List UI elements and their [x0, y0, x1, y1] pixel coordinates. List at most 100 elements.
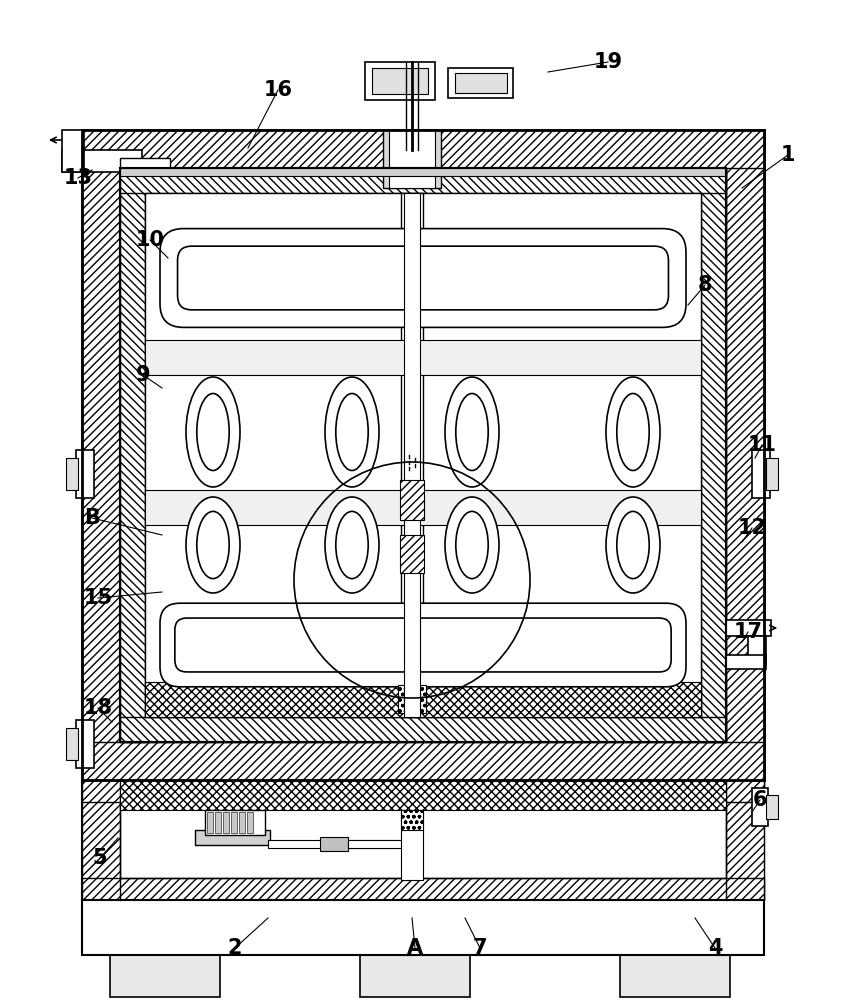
Text: 18: 18 [84, 698, 112, 718]
Text: 10: 10 [135, 230, 165, 250]
Ellipse shape [197, 511, 229, 579]
Bar [619, 955, 729, 997]
Bar [725, 655, 766, 669]
Ellipse shape [616, 393, 648, 471]
Ellipse shape [455, 393, 488, 471]
Bar [239, 812, 245, 833]
Ellipse shape [186, 377, 240, 487]
Bar [205, 810, 265, 835]
Bar [145, 682, 701, 717]
Bar [701, 168, 725, 742]
Ellipse shape [445, 497, 499, 593]
Bar [403, 193, 419, 717]
Ellipse shape [325, 497, 379, 593]
Bar [320, 837, 348, 851]
Bar [82, 780, 120, 900]
Text: 5: 5 [93, 848, 107, 868]
Bar [82, 878, 763, 900]
Bar [76, 720, 94, 768]
Bar [725, 780, 763, 900]
Bar [82, 130, 763, 780]
Bar [66, 458, 78, 490]
Bar [371, 68, 428, 94]
Ellipse shape [605, 377, 659, 487]
Bar [82, 742, 763, 780]
Text: 6: 6 [752, 790, 766, 810]
Text: 8: 8 [697, 275, 711, 295]
Bar [401, 810, 423, 880]
Bar [120, 168, 145, 742]
Ellipse shape [186, 497, 240, 593]
Text: 11: 11 [747, 435, 776, 455]
Bar [145, 490, 701, 525]
Text: 12: 12 [737, 518, 766, 538]
Bar [766, 458, 777, 490]
Bar [120, 168, 725, 742]
Ellipse shape [605, 497, 659, 593]
FancyBboxPatch shape [175, 618, 670, 672]
Ellipse shape [335, 511, 368, 579]
Text: 16: 16 [263, 80, 292, 100]
Bar [207, 812, 213, 833]
Bar [399, 480, 424, 520]
Bar [401, 810, 423, 830]
Text: 7: 7 [472, 938, 487, 958]
Bar [62, 150, 142, 172]
Bar [751, 788, 767, 826]
Bar [399, 535, 424, 573]
Bar [120, 780, 725, 810]
Text: B: B [84, 508, 100, 528]
Bar [246, 812, 252, 833]
Ellipse shape [325, 377, 379, 487]
Ellipse shape [335, 393, 368, 471]
Bar [82, 780, 763, 900]
Bar [348, 840, 403, 848]
Bar [725, 620, 770, 636]
Text: 13: 13 [63, 168, 92, 188]
Text: 4: 4 [707, 938, 722, 958]
Bar [401, 193, 423, 717]
Bar [82, 130, 763, 168]
Bar [454, 73, 506, 93]
Bar [76, 450, 94, 498]
Bar [766, 795, 777, 819]
Bar [145, 193, 701, 717]
Text: 19: 19 [592, 52, 622, 72]
Bar [725, 130, 763, 780]
FancyBboxPatch shape [177, 246, 668, 310]
Bar [382, 130, 441, 188]
Bar [223, 812, 229, 833]
Bar [82, 130, 763, 780]
Bar [747, 636, 766, 664]
Ellipse shape [197, 393, 229, 471]
Text: 1: 1 [780, 145, 794, 165]
Bar [82, 900, 763, 955]
Bar [230, 812, 236, 833]
Bar [62, 130, 84, 172]
Bar [120, 168, 725, 176]
Bar [66, 728, 78, 760]
Bar [360, 955, 469, 997]
Ellipse shape [445, 377, 499, 487]
Bar [145, 340, 701, 375]
Bar [195, 830, 270, 845]
Text: 17: 17 [733, 622, 761, 642]
Bar [120, 158, 170, 172]
Bar [751, 450, 769, 498]
Bar [120, 168, 725, 742]
Bar [82, 130, 120, 780]
Bar [447, 68, 512, 98]
Bar [82, 780, 763, 802]
Bar [120, 168, 725, 193]
Bar [268, 840, 398, 848]
Text: 2: 2 [228, 938, 242, 958]
Bar [110, 955, 219, 997]
FancyBboxPatch shape [160, 603, 685, 687]
Bar [398, 685, 425, 713]
Bar [214, 812, 221, 833]
Bar [388, 130, 435, 188]
FancyBboxPatch shape [160, 229, 685, 327]
Ellipse shape [616, 511, 648, 579]
Text: A: A [407, 938, 423, 958]
Bar [120, 717, 725, 742]
